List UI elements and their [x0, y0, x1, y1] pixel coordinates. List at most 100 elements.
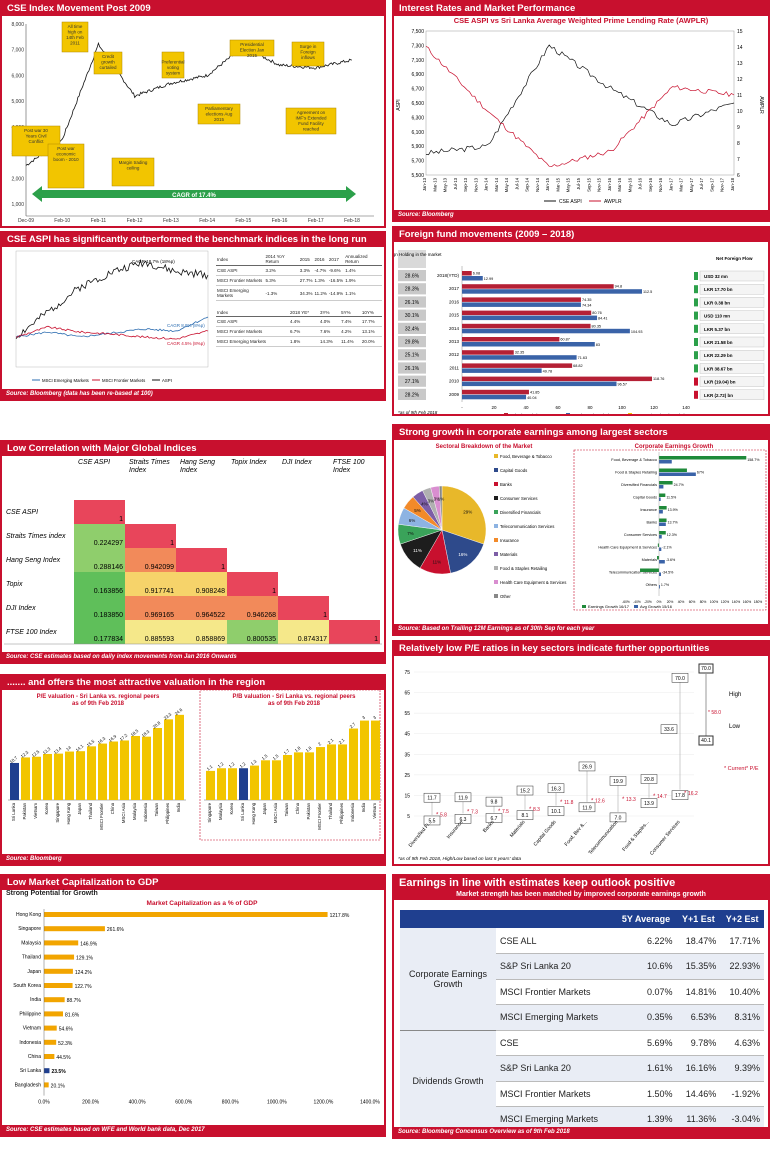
- y-tick-label: 7,300: [411, 43, 424, 49]
- group-label: Dividends Growth: [400, 1030, 496, 1133]
- category-label: Hong Kong: [16, 912, 41, 918]
- net-flow-value: USD 32 mn: [704, 274, 728, 279]
- table-header: Y+1 Est: [676, 910, 721, 928]
- low-box: [423, 815, 441, 826]
- high-value: 26.9: [582, 764, 592, 770]
- panel-correlation: Low Correlation with Major Global Indice…: [0, 440, 386, 664]
- annotation-text: IMF's Extended: [295, 116, 327, 121]
- annotation-text: voting: [167, 65, 180, 70]
- pie-slice: [438, 485, 443, 531]
- table-header: Index: [216, 253, 265, 266]
- net-flow-box: [699, 349, 765, 361]
- bar-value: 44.5%: [56, 1055, 71, 1061]
- table-cell: CSE ASPI: [216, 265, 265, 276]
- table-cell: MSCI Emerging Markets: [216, 285, 265, 301]
- correlation-value: 0.874317: [298, 636, 327, 643]
- table-cell: S&P Sri Lanka 20: [496, 1055, 616, 1082]
- year-label: 2018(YTD): [437, 273, 460, 278]
- x-tick-label: 140%: [732, 600, 741, 604]
- net-flow-bar: [694, 324, 698, 333]
- bar-value: 2.1: [338, 737, 346, 745]
- y-tick-label: 5,700: [411, 159, 424, 165]
- legend-swatch: [504, 413, 508, 414]
- correlation-cell: [125, 548, 176, 572]
- net-flow-value: LKR 17.70 bn: [704, 287, 733, 292]
- y2-tick-label: 6: [737, 173, 740, 179]
- x-tick-label: 1200.0%: [314, 1100, 334, 1106]
- bar-value: 16.9: [108, 733, 118, 743]
- panel-pe-sectors: Relatively low P/E ratios in key sectors…: [392, 640, 770, 866]
- category-label: Malaysia: [21, 940, 41, 946]
- panel-cse-index: CSE Index Movement Post 2009 8,000 7,000 6…: [0, 0, 386, 228]
- correlation-cell: [74, 620, 125, 644]
- bar-value: 41.85: [530, 390, 540, 394]
- category-label: Japan: [77, 802, 82, 814]
- valuation-bar: [327, 744, 336, 800]
- bar-value: 23.3: [163, 711, 173, 721]
- correlation-cell: [125, 596, 176, 620]
- table-row: CSE ASPI 3.2% 3.3% -4.7% -9.6% 1.4%: [216, 265, 382, 276]
- correlation-value: 0.964522: [196, 612, 225, 619]
- category-label: Singapore: [18, 926, 41, 932]
- pie-label: 5%: [414, 508, 421, 513]
- bar-value: 83: [596, 343, 600, 347]
- bar-value: 24.6: [174, 707, 184, 717]
- x-tick-label: 100%: [710, 600, 719, 604]
- table-cell: 3.3%: [298, 265, 314, 276]
- pie-label: 29%: [463, 510, 472, 515]
- table-cell: 1.50%: [615, 1081, 677, 1107]
- category-label: Singapore: [207, 802, 212, 822]
- high-value: 15.2: [520, 789, 530, 795]
- annotation-text: ceiling: [127, 166, 140, 171]
- category-label: Diversified Fi...: [408, 819, 434, 848]
- high-value: 20.8: [644, 777, 654, 783]
- bar-value: 80.35: [592, 324, 602, 328]
- purchases-bar: [462, 315, 598, 321]
- bar-value: 1.2: [239, 761, 247, 769]
- bar-value: 52.3%: [58, 1041, 73, 1047]
- x-tick-label: May-15: [566, 177, 571, 192]
- holding-value: 30.1%: [405, 313, 420, 319]
- category-label: Taiwan: [154, 802, 159, 816]
- bar-value: 1.8: [294, 745, 302, 753]
- high-value: 19.9: [613, 779, 623, 785]
- bar-value: 124.2%: [75, 970, 93, 976]
- sales-bar: [462, 310, 592, 316]
- table-cell: MSCI Frontier Markets: [216, 275, 265, 286]
- sales-bar: [462, 363, 573, 368]
- x-tick-label: Nov-15: [597, 177, 602, 191]
- valuation-bar: [131, 735, 140, 800]
- net-flow-box: [699, 323, 765, 335]
- x-tick-label: Mar-17: [679, 177, 684, 191]
- valuation-bar: [371, 720, 380, 800]
- annotation-text: boom - 2010: [53, 157, 79, 162]
- correlation-cell: [227, 596, 278, 620]
- table-cell: 4.0%: [319, 316, 341, 327]
- high-value: 11.7: [427, 796, 437, 802]
- market-cap-bar: [44, 940, 79, 946]
- annotation-text: Foreign: [300, 50, 316, 55]
- year-label: 2016: [449, 299, 460, 304]
- current-value: 12.6: [595, 798, 605, 804]
- y-tick-label: 35: [404, 752, 410, 758]
- x-tick-label: 120: [650, 405, 658, 410]
- x-tick-label: May-13: [443, 177, 448, 192]
- chart-title: as of 9th Feb 2018: [268, 701, 321, 707]
- annotation-text: system: [166, 71, 181, 76]
- y-tick-label: 8,000: [11, 22, 24, 28]
- legend-swatch: [494, 454, 498, 458]
- annotation-box: [229, 39, 275, 57]
- y-tick-label: 7,500: [411, 29, 424, 35]
- y-tick-label: 6,500: [411, 101, 424, 107]
- high-value: 70.0: [675, 676, 685, 682]
- table-row: MSCI Frontier Markets 1.50% 14.46% -1.92%: [400, 1081, 764, 1107]
- correlation-cell: [176, 596, 227, 620]
- x-tick-label: Feb-16: [272, 218, 288, 224]
- y-tick-label: 45: [404, 732, 410, 738]
- valuation-bar: [283, 755, 292, 800]
- growth-bar: [659, 531, 666, 535]
- table-cell: 34.3%: [298, 285, 314, 301]
- bar-value: 13.3: [42, 746, 52, 756]
- table-row: S&P Sri Lanka 20 1.61% 16.16% 9.39%: [400, 1055, 764, 1082]
- x-tick-label: Feb-17: [308, 218, 324, 224]
